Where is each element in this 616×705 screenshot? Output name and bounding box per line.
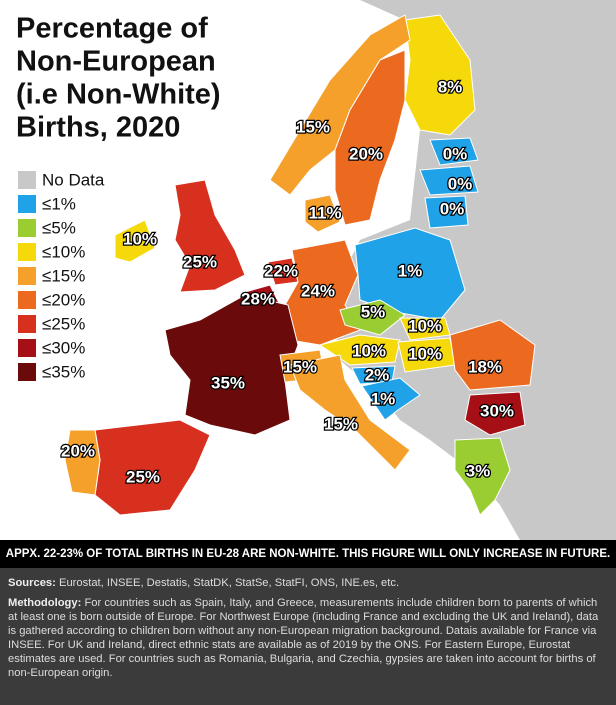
legend-label: ≤35% bbox=[42, 362, 85, 381]
country bbox=[64, 429, 101, 496]
legend-swatch bbox=[18, 363, 36, 381]
country bbox=[449, 319, 536, 391]
title-line: Births, 2020 bbox=[16, 112, 180, 144]
legend-swatch bbox=[18, 219, 36, 237]
region-label: 5% bbox=[361, 302, 386, 321]
region-label: 24% bbox=[301, 281, 335, 300]
country bbox=[404, 14, 476, 136]
country bbox=[334, 49, 406, 226]
region-label: 10% bbox=[123, 229, 157, 248]
country bbox=[464, 391, 526, 436]
legend-label: ≤1% bbox=[42, 194, 76, 213]
legend-label: ≤30% bbox=[42, 338, 85, 357]
legend-swatch bbox=[18, 243, 36, 261]
legend-label: ≤20% bbox=[42, 290, 85, 309]
legend-swatch bbox=[18, 195, 36, 213]
region-label: 28% bbox=[241, 289, 275, 308]
region-label: 35% bbox=[211, 373, 245, 392]
title-line: Non-European bbox=[16, 46, 216, 78]
legend-label: ≤10% bbox=[42, 242, 85, 261]
regions bbox=[64, 14, 536, 516]
map: 8% 15% 20% 0% 0% 0% 11% 10% 25% 22% 28% 24% 1% 5% 10% 1… bbox=[16, 0, 616, 540]
country bbox=[419, 165, 479, 196]
region-label: 18% bbox=[468, 357, 502, 376]
region-labels: 8% 15% 20% 0% 0% 0% 11% 10% 25% 22% 28% 24% 1% 5% 10% 1… bbox=[60, 76, 516, 488]
region-label: 1% bbox=[371, 389, 396, 408]
methodology-label: Methodology: bbox=[8, 597, 82, 609]
region-label: 10% bbox=[352, 341, 386, 360]
country bbox=[269, 14, 411, 196]
title-line: (i.e Non-White) bbox=[16, 79, 221, 111]
legend: No Data ≤1% ≤5% ≤10% ≤15% ≤20% ≤25% ≤30% ≤35% bbox=[18, 170, 105, 381]
methodology: Methodology: For countries such as Spain… bbox=[8, 596, 608, 680]
region-label: 2% bbox=[365, 365, 390, 384]
title-line: Percentage of bbox=[16, 13, 208, 45]
legend-swatch bbox=[18, 315, 36, 333]
country bbox=[454, 437, 511, 516]
legend-label: ≤15% bbox=[42, 266, 85, 285]
sources-label: Sources: bbox=[8, 577, 56, 589]
country bbox=[174, 179, 246, 293]
region-label: 10% bbox=[408, 316, 442, 335]
country bbox=[424, 195, 469, 229]
region-label: 1% bbox=[398, 261, 423, 280]
region-label: 0% bbox=[448, 174, 473, 193]
region-label: 20% bbox=[349, 144, 383, 163]
legend-swatch bbox=[18, 291, 36, 309]
sources-text: Eurostat, INSEE, Destatis, StatDK, StatS… bbox=[58, 577, 400, 589]
footer: Sources: Eurostat, INSEE, Destatis, Stat… bbox=[0, 568, 616, 705]
region-label: 15% bbox=[296, 117, 330, 136]
country bbox=[304, 194, 341, 233]
region-label: 15% bbox=[324, 414, 358, 433]
banner: APPX. 22-23% OF TOTAL BIRTHS IN EU-28 AR… bbox=[0, 540, 616, 568]
region-label: 30% bbox=[480, 401, 514, 420]
region-label: 22% bbox=[264, 261, 298, 280]
region-label: 15% bbox=[283, 357, 317, 376]
country bbox=[284, 239, 361, 346]
country bbox=[289, 354, 411, 471]
region-label: 20% bbox=[61, 441, 95, 460]
country bbox=[114, 219, 156, 263]
methodology-text: For countries such as Spain, Italy, and … bbox=[8, 597, 599, 679]
region-label: 8% bbox=[438, 77, 463, 96]
legend-swatch bbox=[18, 339, 36, 357]
legend-label: ≤25% bbox=[42, 314, 85, 333]
country bbox=[361, 377, 421, 421]
legend-swatch bbox=[18, 267, 36, 285]
region-label: 3% bbox=[466, 461, 491, 480]
legend-label: No Data bbox=[42, 170, 105, 189]
region-label: 11% bbox=[308, 203, 341, 222]
country bbox=[339, 299, 406, 336]
region-label: 0% bbox=[440, 199, 465, 218]
region-label: 10% bbox=[408, 344, 442, 363]
country bbox=[164, 294, 299, 436]
region-label: 0% bbox=[443, 144, 468, 163]
country bbox=[429, 137, 479, 166]
region-label: 25% bbox=[183, 252, 217, 271]
legend-label: ≤5% bbox=[42, 218, 76, 237]
sources: Sources: Eurostat, INSEE, Destatis, Stat… bbox=[8, 576, 608, 590]
region-label: 25% bbox=[126, 467, 160, 486]
legend-swatch bbox=[18, 171, 36, 189]
